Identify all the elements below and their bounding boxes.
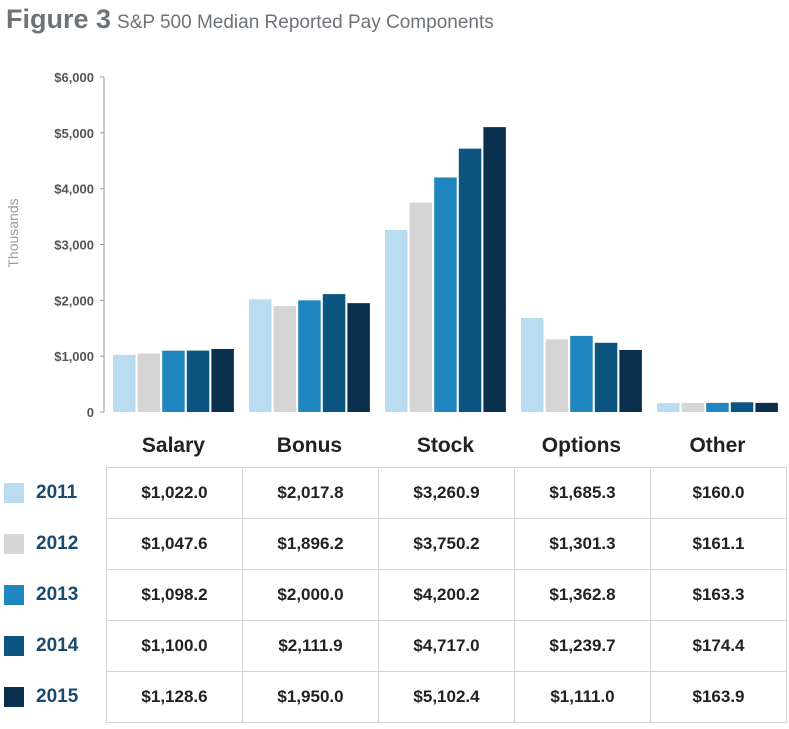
- bar: [211, 348, 234, 412]
- legend-entry: 2012: [0, 519, 107, 570]
- category-label: Stock: [417, 434, 475, 457]
- table-cell: $1,685.3: [514, 467, 651, 519]
- legend-entry: 2013: [0, 570, 107, 621]
- bar: [681, 403, 705, 412]
- legend-label: 2013: [36, 584, 79, 605]
- y-tick-label: $5,000: [54, 126, 94, 141]
- table-row: 2012 $1,047.6 $1,896.2 $3,750.2 $1,301.3 $161…: [0, 518, 787, 570]
- bar: [657, 403, 680, 412]
- table-cell: $2,017.8: [242, 467, 379, 519]
- table-cell: $3,750.2: [378, 518, 515, 570]
- table-row: 2011 $1,022.0 $2,017.8 $3,260.9 $1,685.3 $160…: [0, 467, 787, 519]
- bar: [730, 402, 754, 412]
- table-cell: $163.3: [650, 569, 787, 621]
- table-cell: $1,047.6: [106, 518, 243, 570]
- legend-entry: 2014: [0, 621, 107, 672]
- table-cell: $1,098.2: [106, 569, 243, 621]
- category-label: Other: [689, 434, 745, 457]
- bar: [545, 339, 569, 412]
- bar: [298, 300, 321, 412]
- bar: [186, 350, 210, 412]
- table-cell: $1,022.0: [106, 467, 243, 519]
- bar: [162, 350, 185, 412]
- bar: [706, 402, 729, 412]
- legend-label: 2012: [36, 533, 79, 554]
- bar-chart: 0 $1,000 $2,000 $3,000 $4,000 $5,000 $6,000 Tho…: [5, 70, 778, 457]
- legend-label: 2011: [36, 482, 78, 503]
- bar: [347, 303, 370, 412]
- y-axis-label: Thousands: [5, 198, 21, 267]
- bar: [137, 353, 161, 412]
- bar: [409, 202, 433, 412]
- bar: [273, 306, 297, 412]
- legend-label: 2014: [36, 635, 79, 656]
- legend-entry: 2011: [0, 468, 107, 519]
- legend-entry: 2015: [0, 672, 107, 723]
- y-tick-label: $2,000: [54, 293, 94, 308]
- table-cell: $4,200.2: [378, 569, 515, 621]
- bar: [594, 342, 618, 412]
- category-label: Options: [542, 434, 621, 457]
- bar: [521, 317, 544, 412]
- table-cell: $1,362.8: [514, 569, 651, 621]
- table-cell: $4,717.0: [378, 620, 515, 672]
- chart-title: S&P 500 Median Reported Pay Components: [117, 12, 494, 33]
- category-label: Salary: [142, 434, 205, 457]
- table-cell: $163.9: [650, 671, 787, 723]
- y-tick-label: $3,000: [54, 238, 94, 253]
- table-cell: $5,102.4: [378, 671, 515, 723]
- data-table: 2011 $1,022.0 $2,017.8 $3,260.9 $1,685.3 $160…: [0, 467, 787, 723]
- table-cell: $1,896.2: [242, 518, 379, 570]
- figure-title: Figure 3 S&P 500 Median Reported Pay Comp…: [6, 4, 494, 35]
- table-cell: $1,950.0: [242, 671, 379, 723]
- y-tick-label: 0: [87, 405, 94, 420]
- category-label: Bonus: [277, 434, 342, 457]
- table-cell: $2,111.9: [242, 620, 379, 672]
- table-cell: $160.0: [650, 467, 787, 519]
- table-cell: $1,100.0: [106, 620, 243, 672]
- bar: [458, 148, 482, 413]
- table-row: 2015 $1,128.6 $1,950.0 $5,102.4 $1,111.0 $163…: [0, 671, 787, 723]
- table-cell: $1,239.7: [514, 620, 651, 672]
- legend-swatch: [4, 534, 24, 554]
- y-tick-label: $4,000: [54, 182, 94, 197]
- legend-label: 2015: [36, 686, 79, 707]
- table-row: 2013 $1,098.2 $2,000.0 $4,200.2 $1,362.8 $163…: [0, 569, 787, 621]
- table-cell: $2,000.0: [242, 569, 379, 621]
- table-cell: $1,128.6: [106, 671, 243, 723]
- figure-label: Figure 3: [6, 4, 112, 34]
- legend-swatch: [4, 585, 24, 605]
- y-tick-label: $6,000: [54, 70, 94, 85]
- table-cell: $1,111.0: [514, 671, 651, 723]
- y-tick-label: $1,000: [54, 349, 94, 364]
- bar: [434, 177, 457, 412]
- bar: [113, 354, 136, 412]
- bar: [385, 229, 408, 412]
- bar: [570, 335, 593, 412]
- bar: [619, 349, 642, 412]
- bar: [322, 294, 346, 412]
- table-cell: $161.1: [650, 518, 787, 570]
- table-row: 2014 $1,100.0 $2,111.9 $4,717.0 $1,239.7 $174…: [0, 620, 787, 672]
- legend-swatch: [4, 687, 24, 707]
- bar: [483, 127, 506, 412]
- table-cell: $1,301.3: [514, 518, 651, 570]
- table-cell: $3,260.9: [378, 467, 515, 519]
- bar: [755, 402, 778, 412]
- bar: [249, 299, 272, 412]
- legend-swatch: [4, 483, 24, 503]
- legend-swatch: [4, 636, 24, 656]
- table-cell: $174.4: [650, 620, 787, 672]
